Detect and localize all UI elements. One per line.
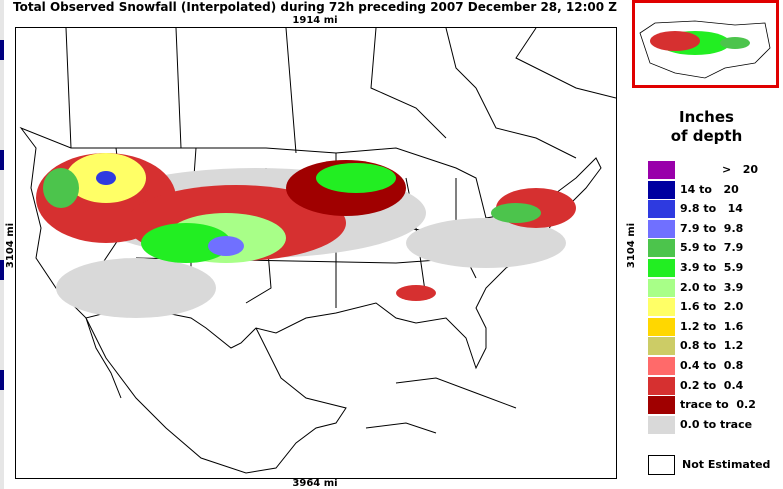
legend-label: 0.4 to 0.8	[680, 358, 744, 372]
legend-swatch	[648, 161, 675, 180]
legend-row: 5.9 to 7.9	[648, 239, 783, 259]
legend-swatch	[648, 298, 675, 318]
not-estimated-label: Not Estimated	[682, 458, 771, 471]
snowfall-map[interactable]	[15, 27, 617, 479]
legend-row: 1.6 to 2.0	[648, 298, 783, 318]
legend-row: 14 to 20	[648, 180, 783, 201]
legend-label: 1.6 to 2.0	[680, 300, 744, 314]
snowfall-map-canvas	[19, 28, 616, 474]
legend-swatch	[648, 415, 675, 435]
legend-row: 7.9 to 9.8	[648, 219, 783, 240]
legend-label: 0.8 to 1.2	[680, 339, 744, 353]
window-edge	[0, 0, 4, 489]
legend-title: Inches of depth	[630, 108, 783, 146]
legend-row: 0.4 to 0.8	[648, 356, 783, 377]
legend-label: 14 to 20	[680, 182, 739, 196]
legend-title-line2: of depth	[670, 127, 743, 145]
legend-row: 0.8 to 1.2	[648, 337, 783, 357]
legend-label: 9.8 to 14	[680, 202, 743, 216]
scale-width-bottom: 3964 mi	[292, 478, 338, 489]
legend-row: 0.2 to 0.4	[648, 376, 783, 397]
legend-swatch	[648, 356, 675, 376]
map-title: Total Observed Snowfall (Interpolated) d…	[13, 0, 617, 14]
legend-row: 3.9 to 5.9	[648, 258, 783, 279]
legend-swatch	[648, 180, 675, 200]
overview-inset-map[interactable]	[632, 0, 779, 88]
legend-swatch	[648, 200, 675, 220]
legend-label: 0.2 to 0.4	[680, 378, 744, 392]
legend-label: 7.9 to 9.8	[680, 221, 744, 235]
legend: > 20 14 to 20 9.8 to 14 7.9 to 9.8 5.9 t…	[648, 161, 783, 435]
legend-swatch	[648, 376, 675, 396]
legend-swatch	[648, 219, 675, 239]
scale-height-right: 3104 mi	[626, 222, 638, 269]
not-estimated-key: Not Estimated	[648, 455, 770, 475]
legend-label: 5.9 to 7.9	[680, 241, 744, 255]
legend-row: trace to 0.2	[648, 396, 783, 416]
not-estimated-swatch	[648, 455, 675, 475]
legend-swatch	[648, 317, 675, 337]
legend-label: > 20	[722, 163, 759, 176]
legend-swatch	[648, 278, 675, 298]
legend-label: 3.9 to 5.9	[680, 260, 744, 274]
legend-row: 1.2 to 1.6	[648, 317, 783, 338]
legend-title-line1: Inches	[679, 108, 734, 126]
legend-label: 2.0 to 3.9	[680, 280, 744, 294]
legend-row: > 20	[648, 161, 783, 181]
legend-row: 0.0 to trace	[648, 415, 783, 436]
legend-row: 9.8 to 14	[648, 200, 783, 220]
legend-swatch	[648, 396, 675, 416]
overview-inset-canvas	[639, 20, 771, 79]
legend-row: 2.0 to 3.9	[648, 278, 783, 299]
legend-swatch	[648, 239, 675, 259]
legend-label: 1.2 to 1.6	[680, 319, 744, 333]
legend-label: trace to 0.2	[680, 398, 756, 412]
legend-label: 0.0 to trace	[680, 417, 753, 431]
scale-width-top: 1914 mi	[292, 15, 338, 26]
legend-swatch	[648, 258, 675, 278]
legend-swatch	[648, 337, 675, 357]
